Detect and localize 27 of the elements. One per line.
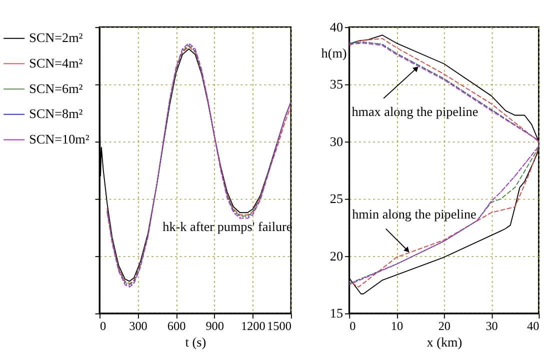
legend-label: SCN=2m² xyxy=(29,30,83,46)
x-tick-label: 0 xyxy=(350,318,356,333)
y-tick-label: 15 xyxy=(330,306,344,321)
y-tick-label: 30 xyxy=(330,134,344,149)
legend-label: SCN=8m² xyxy=(29,106,83,122)
annotation: hmin along the pipeline xyxy=(352,206,477,222)
x-tick-label: 900 xyxy=(206,318,224,333)
legend-label: SCN=6m² xyxy=(29,80,83,96)
y-tick-label: 35 xyxy=(330,76,344,92)
x-tick-label: 20 xyxy=(438,318,451,333)
x-tick-label: 300 xyxy=(129,318,148,333)
x-tick-label: 1200 xyxy=(240,318,266,333)
y-tick-label: 25 xyxy=(330,191,344,206)
x-tick-label: 600 xyxy=(167,318,186,333)
x-axis-title: x (km) xyxy=(426,334,462,350)
x-tick-label: 30 xyxy=(486,318,498,333)
x-axis-title: t (s) xyxy=(185,334,206,350)
y-axis-title: h(m) xyxy=(321,46,347,61)
x-tick-label: 40 xyxy=(527,318,540,333)
x-tick-label: 1500 xyxy=(267,318,292,333)
x-tick-label: 10 xyxy=(390,318,404,333)
y-tick-label: 20 xyxy=(330,248,344,264)
annotation: hmax along the pipeline xyxy=(352,104,478,120)
y-tick-label: 40 xyxy=(330,19,344,34)
x-tick-label: 0 xyxy=(100,318,106,333)
legend-label: SCN=4m² xyxy=(29,55,83,70)
legend-label: SCN=10m² xyxy=(29,131,90,146)
